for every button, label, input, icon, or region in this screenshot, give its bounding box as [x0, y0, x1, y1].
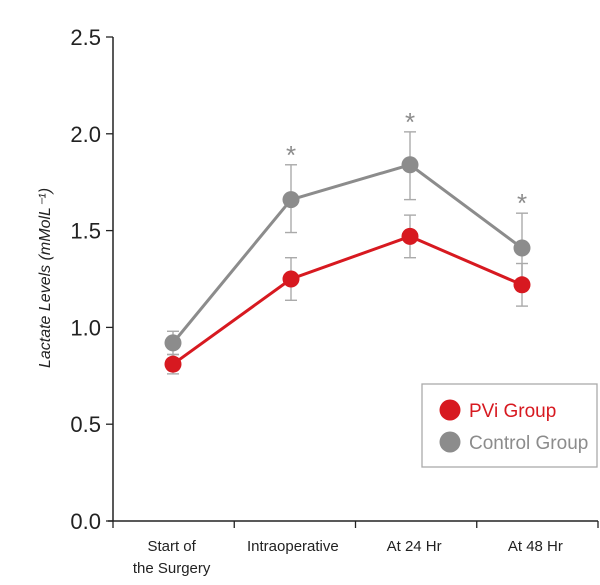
series-line-control [171, 163, 523, 344]
data-point-pvi [513, 276, 531, 294]
y-tick-label: 0.5 [70, 412, 101, 437]
y-axis-label: Lactate Levels (mMolL⁻¹) [37, 188, 54, 368]
data-point-pvi [164, 355, 182, 373]
x-tick-label: At 24 Hr [387, 538, 442, 555]
x-tick-label: Start of [147, 538, 196, 555]
significance-asterisk: * [405, 107, 415, 137]
data-point-pvi [282, 270, 300, 288]
y-tick-label: 2.5 [70, 25, 101, 50]
axes: 0.0 0.5 1.0 1.5 2.0 2.5 Start of the Surgery Int… [70, 25, 599, 577]
data-point-control [513, 239, 531, 257]
significance-asterisk: * [517, 188, 527, 218]
x-tick-label: At 48 Hr [508, 538, 563, 555]
data-marks: * * * [164, 107, 531, 375]
x-tick-label: the Surgery [133, 560, 211, 577]
legend-label-pvi: PVi Group [469, 401, 556, 422]
y-tick-label: 0.0 [70, 509, 101, 534]
y-tick-label: 2.0 [70, 122, 101, 147]
legend: PVi Group Control Group [421, 383, 598, 468]
x-tick-label: Intraoperative [247, 538, 339, 555]
data-point-control [164, 334, 182, 352]
data-point-control [282, 191, 300, 209]
legend-box [421, 383, 598, 468]
y-tick-label: 1.5 [70, 219, 101, 244]
data-point-control [401, 156, 419, 174]
significance-asterisk: * [286, 140, 296, 170]
legend-marker-pvi [439, 399, 461, 421]
legend-label-control: Control Group [469, 433, 588, 454]
data-point-pvi [401, 227, 419, 245]
legend-marker-control [439, 431, 461, 453]
y-tick-label: 1.0 [70, 315, 101, 340]
series-line-pvi [172, 234, 523, 366]
